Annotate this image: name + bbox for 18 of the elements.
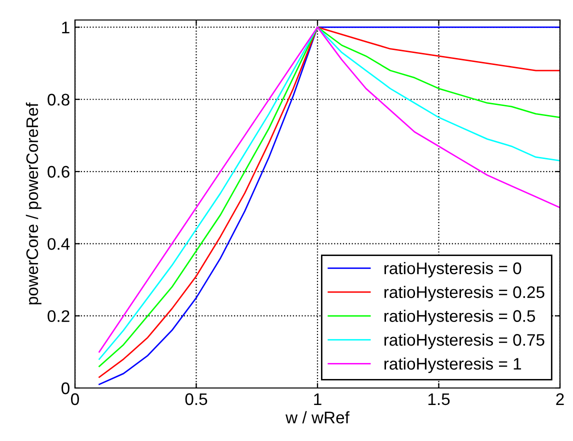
- legend-label: ratioHysteresis = 0.25: [384, 286, 544, 302]
- x-tick-label: 0.5: [185, 393, 208, 406]
- legend-label: ratioHysteresis = 0: [384, 262, 522, 278]
- y-tick-label: 0.2: [48, 310, 70, 322]
- x-tick-label: 1.5: [428, 393, 450, 406]
- y-tick-label: 0.6: [48, 166, 70, 178]
- x-tick-label: 1: [314, 393, 322, 405]
- y-tick-label: 0: [62, 382, 70, 394]
- x-tick-label: 0: [71, 393, 79, 406]
- y-axis-title: powerCore / powerCoreRef: [26, 102, 42, 304]
- legend-label: ratioHysteresis = 0.75: [384, 334, 544, 350]
- y-tick-label: 0.4: [48, 238, 70, 250]
- y-tick-label: 0.8: [48, 94, 70, 106]
- x-tick-label: 2: [556, 393, 564, 405]
- legend-label: ratioHysteresis = 1: [384, 357, 522, 373]
- legend-label: ratioHysteresis = 0.5: [384, 310, 536, 326]
- x-axis-title: w / wRef: [286, 411, 350, 424]
- y-tick-label: 1: [62, 22, 70, 34]
